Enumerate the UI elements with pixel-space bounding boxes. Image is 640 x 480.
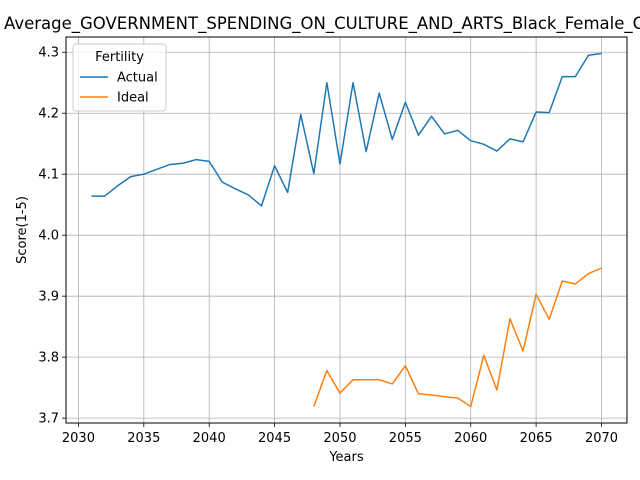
series-layer — [91, 52, 602, 408]
y-tick-label: 4.2 — [38, 107, 59, 122]
x-tick-label: 2030 — [62, 431, 95, 446]
legend-label-ideal: Ideal — [117, 91, 149, 106]
legend-box — [72, 43, 167, 112]
y-tick-label: 3.8 — [38, 351, 59, 366]
y-tick-label: 3.9 — [38, 290, 59, 305]
x-tick-label: 2070 — [585, 431, 618, 446]
legend: Fertility Actual Ideal — [72, 43, 167, 112]
y-axis-label: Score(1-5) — [15, 196, 30, 264]
x-tick-label: 2055 — [389, 431, 422, 446]
legend-label-actual: Actual — [117, 71, 158, 86]
y-tick-label: 4.0 — [38, 229, 59, 244]
y-tick-label: 3.7 — [38, 412, 59, 427]
grid — [66, 37, 627, 423]
series-line-ideal — [313, 267, 602, 408]
y-tick-label: 4.3 — [38, 46, 59, 61]
x-axis-label: Years — [328, 450, 364, 465]
x-tick-label: 2045 — [258, 431, 291, 446]
chart-title: Average_GOVERNMENT_SPENDING_ON_CULTURE_A… — [4, 14, 640, 34]
x-tick-label: 2065 — [520, 431, 553, 446]
legend-title: Fertility — [95, 50, 144, 65]
series-line-actual — [91, 52, 602, 207]
plot-frame — [65, 36, 628, 424]
y-tick-label: 4.1 — [38, 168, 59, 183]
x-axis-ticks: 2030 2035 2040 2045 2050 2055 2060 2065 2070 — [62, 423, 618, 446]
x-tick-label: 2035 — [127, 431, 160, 446]
x-tick-label: 2050 — [323, 431, 356, 446]
y-axis-ticks: 3.7 3.8 3.9 4.0 4.1 4.2 4.3 — [38, 46, 66, 427]
x-tick-label: 2040 — [193, 431, 226, 446]
x-tick-label: 2060 — [454, 431, 487, 446]
legend-items: Actual Ideal — [80, 71, 158, 106]
